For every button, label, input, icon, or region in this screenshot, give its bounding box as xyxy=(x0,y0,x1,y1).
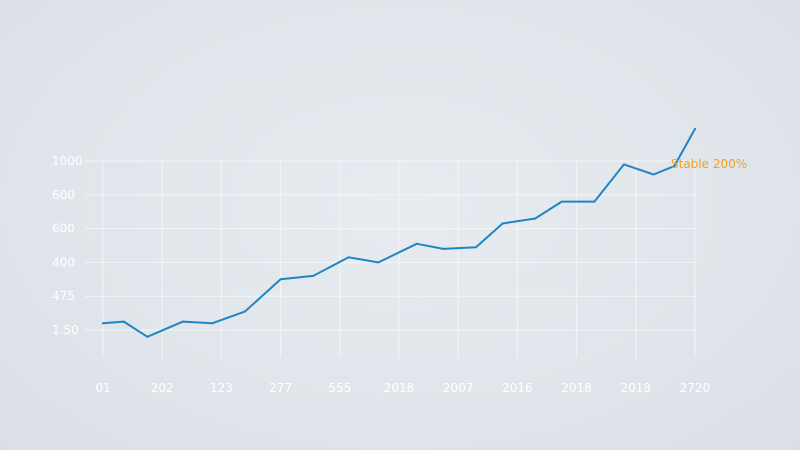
data-point xyxy=(415,242,418,245)
data-point xyxy=(122,320,125,323)
data-point xyxy=(312,274,315,277)
data-point xyxy=(673,165,676,168)
data-point xyxy=(560,200,563,203)
data-point xyxy=(181,320,184,323)
data-point xyxy=(475,246,477,249)
x-tick-label: 2720 xyxy=(680,381,711,395)
x-tick-label: 01 xyxy=(95,381,110,395)
y-tick-label: 600 xyxy=(52,222,75,236)
y-tick-label: 400 xyxy=(52,255,75,269)
y-tick-label: 1000 xyxy=(52,154,83,168)
series-layer xyxy=(102,127,696,338)
data-point xyxy=(501,222,504,225)
x-tick-label: 2018 xyxy=(561,381,592,395)
annotation-label: Stable 200% xyxy=(671,157,747,171)
x-tick-label: 555 xyxy=(328,381,351,395)
x-tick-label: 2016 xyxy=(502,381,533,395)
data-point xyxy=(279,278,282,281)
grid xyxy=(85,160,698,358)
y-axis-ticks: 1.50 475 400 600 600 1000 xyxy=(52,154,83,337)
data-point xyxy=(146,335,149,338)
data-point xyxy=(211,322,214,325)
x-tick-label: 202 xyxy=(151,381,174,395)
x-tick-label: 2018 xyxy=(384,381,415,395)
x-tick-label: 123 xyxy=(210,381,233,395)
x-tick-label: 277 xyxy=(269,381,292,395)
data-point xyxy=(442,247,445,250)
x-tick-label: 2018 xyxy=(621,381,652,395)
data-point xyxy=(534,217,537,220)
y-tick-label: 475 xyxy=(52,289,75,303)
data-point xyxy=(623,163,625,166)
data-point xyxy=(593,200,596,203)
x-tick-label: 2007 xyxy=(443,381,474,395)
data-point xyxy=(102,322,104,325)
data-point xyxy=(377,261,380,264)
y-tick-label: 1.50 xyxy=(52,323,79,337)
y-tick-label: 600 xyxy=(52,188,75,202)
data-point xyxy=(244,310,247,313)
x-axis-ticks: 01 202 123 277 555 2018 2007 2016 2018 2018 2720 xyxy=(95,381,710,395)
data-point xyxy=(652,173,655,176)
data-point xyxy=(347,256,350,259)
data-point xyxy=(694,127,696,130)
